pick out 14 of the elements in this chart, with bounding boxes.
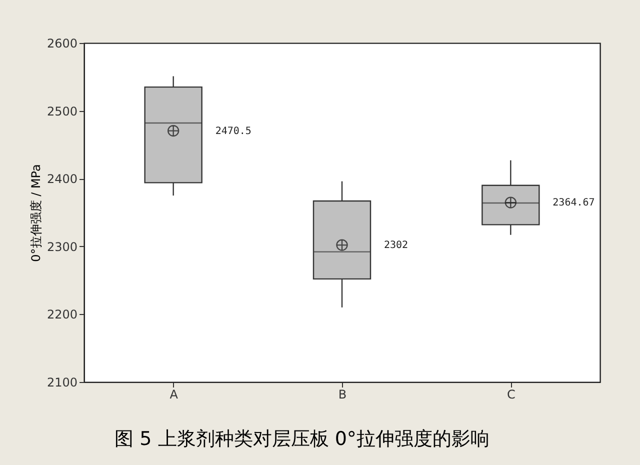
x-tick-label: C xyxy=(506,388,516,402)
y-tick-label: 2100 xyxy=(46,376,78,390)
caption: 图 5 上浆剂种类对层压板 0°拉伸强度的影响 xyxy=(114,428,490,450)
text: 2470.5 xyxy=(215,126,252,137)
y-tick-label: 2600 xyxy=(46,36,78,50)
y-tick-label: 2200 xyxy=(46,308,78,322)
y-axis-title: 0°拉伸强度 / MPa xyxy=(28,164,43,262)
text: 2302 xyxy=(384,240,408,252)
text: 2364.67 xyxy=(552,198,595,209)
y-tick-label: 2500 xyxy=(46,104,78,118)
x-tick-label: A xyxy=(170,388,179,402)
y-tick-label: 2300 xyxy=(46,240,78,254)
y-tick-label: 2400 xyxy=(46,172,78,186)
x-tick-label: B xyxy=(338,388,347,402)
